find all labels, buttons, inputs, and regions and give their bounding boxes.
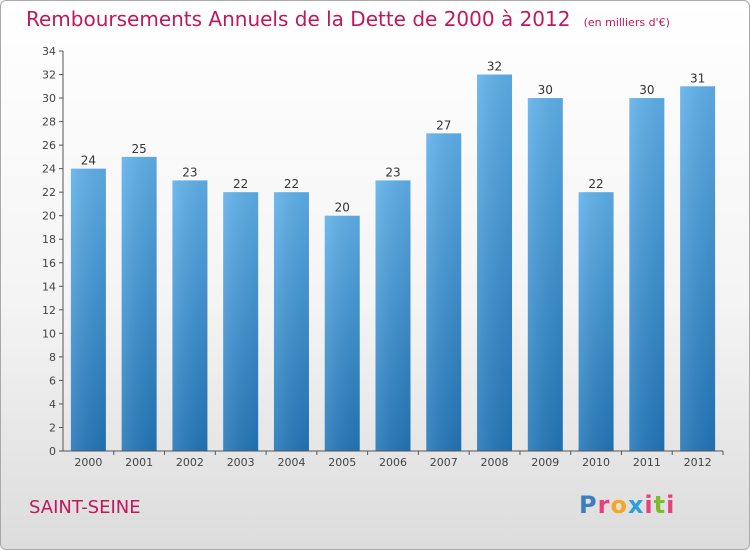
bar-shade-2011 [629, 98, 665, 451]
x-tick-label-2001: 2001 [125, 456, 153, 469]
value-label-2002: 23 [182, 165, 197, 179]
x-tick-label-2005: 2005 [328, 456, 356, 469]
bar-shade-2012 [680, 86, 716, 451]
logo-letter: r [597, 491, 611, 519]
bar-shade-2004 [273, 192, 309, 452]
y-tick-label: 16 [42, 257, 56, 270]
x-tick-label-2004: 2004 [277, 456, 305, 469]
y-tick-label: 6 [49, 374, 56, 387]
x-tick-label-2002: 2002 [176, 456, 204, 469]
logo-letter: i [666, 491, 676, 519]
bar-shade-2006 [375, 180, 411, 452]
x-tick-label-2012: 2012 [684, 456, 712, 469]
bar-shade-2009 [527, 98, 563, 451]
bar-shade-2010 [578, 192, 614, 452]
y-tick-label: 0 [49, 445, 56, 458]
y-tick-label: 30 [42, 92, 56, 105]
value-label-2011: 30 [639, 83, 654, 97]
y-tick-label: 28 [42, 116, 56, 129]
proxiti-logo: Proxiti [579, 491, 675, 519]
y-tick-label: 24 [42, 163, 56, 176]
x-tick-label-2008: 2008 [481, 456, 509, 469]
x-tick-label-2000: 2000 [74, 456, 102, 469]
value-label-2000: 24 [81, 154, 96, 168]
y-tick-label: 32 [42, 69, 56, 82]
value-label-2012: 31 [690, 71, 705, 85]
bar-shade-2002 [172, 180, 208, 452]
y-tick-label: 8 [49, 351, 56, 364]
logo-letter: P [579, 491, 598, 519]
y-tick-label: 26 [42, 139, 56, 152]
bar-shade-2008 [477, 74, 513, 451]
x-tick-label-2010: 2010 [582, 456, 610, 469]
bar-shade-2007 [426, 133, 462, 451]
value-label-2004: 22 [284, 177, 299, 191]
value-label-2003: 22 [233, 177, 248, 191]
chart-title: Remboursements Annuels de la Dette de 20… [26, 7, 571, 31]
commune-name: SAINT-SEINE [29, 497, 141, 518]
y-tick-label: 14 [42, 280, 56, 293]
y-tick-label: 18 [42, 233, 56, 246]
x-tick-label-2007: 2007 [430, 456, 458, 469]
logo-letter: o [610, 491, 628, 519]
y-tick-label: 4 [49, 398, 56, 411]
bar-shade-2003 [223, 192, 259, 452]
y-tick-label: 12 [42, 304, 56, 317]
x-tick-label-2003: 2003 [227, 456, 255, 469]
x-tick-label-2011: 2011 [633, 456, 661, 469]
bar-shade-2005 [324, 215, 360, 451]
logo-letter: i [644, 491, 654, 519]
value-label-2010: 22 [588, 177, 603, 191]
y-tick-label: 2 [49, 421, 56, 434]
value-label-2009: 30 [538, 83, 553, 97]
value-label-2006: 23 [385, 165, 400, 179]
value-label-2001: 25 [132, 142, 147, 156]
logo-letter: x [627, 491, 645, 519]
chart-subtitle: (en milliers d'€) [583, 16, 670, 29]
title-line: Remboursements Annuels de la Dette de 20… [26, 7, 670, 31]
bar-shade-2000 [70, 168, 106, 451]
y-tick-label: 22 [42, 186, 56, 199]
value-label-2007: 27 [436, 118, 451, 132]
bar-shade-2001 [121, 156, 157, 451]
x-tick-label-2009: 2009 [531, 456, 559, 469]
y-tick-label: 34 [42, 45, 56, 58]
y-tick-label: 20 [42, 210, 56, 223]
y-tick-label: 10 [42, 327, 56, 340]
x-tick-label-2006: 2006 [379, 456, 407, 469]
value-label-2005: 20 [335, 201, 350, 215]
logo-letter: t [653, 491, 667, 519]
value-label-2008: 32 [487, 60, 502, 74]
